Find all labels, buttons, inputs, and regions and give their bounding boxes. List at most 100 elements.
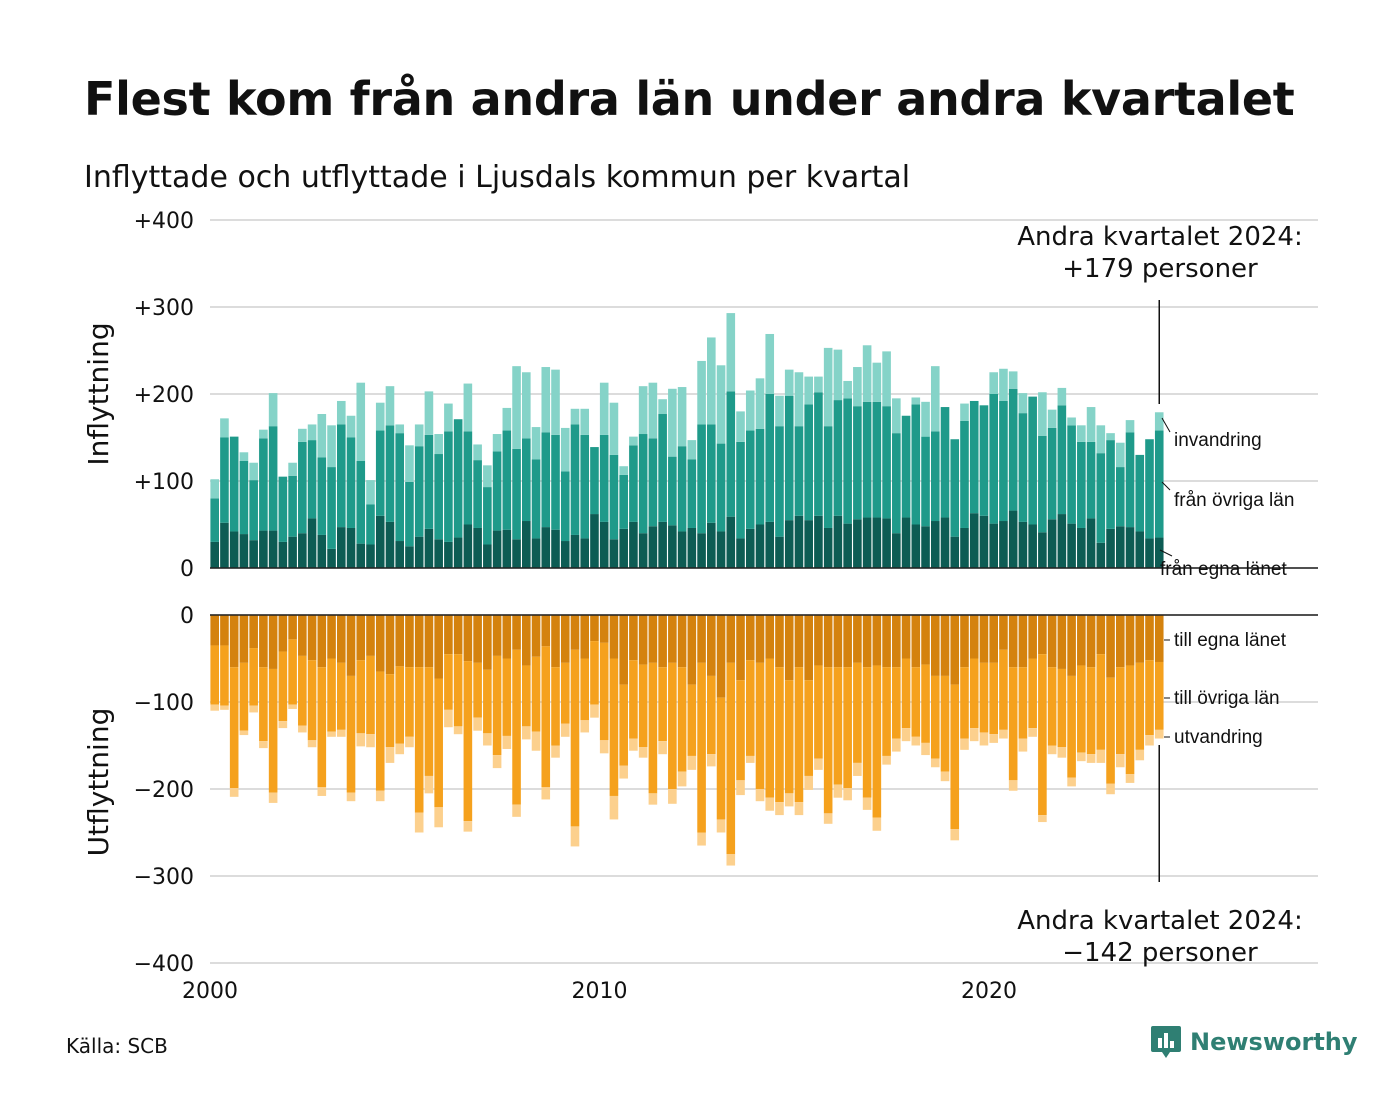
inflow-bar-segment: [765, 521, 775, 568]
inflow-bar-segment: [1154, 430, 1164, 538]
inflow-bar-segment: [658, 521, 667, 568]
outflow-bar-segment: [414, 615, 424, 668]
inflow-bar-segment: [794, 372, 804, 427]
outflow-bar-segment: [366, 734, 375, 748]
series-label: till övriga län: [1174, 688, 1280, 709]
outflow-bar-segment: [716, 697, 726, 820]
outflow-bar-segment: [658, 741, 667, 755]
outflow-bar-segment: [463, 821, 473, 832]
outflow-bar-segment: [619, 684, 628, 766]
inflow-bar-segment: [629, 521, 638, 568]
inflow-bar-segment: [999, 521, 1008, 568]
outflow-bar-segment: [512, 649, 521, 805]
y-tick-label-inflow: +200: [134, 383, 194, 408]
outflow-bar-segment: [570, 826, 580, 847]
inflow-bar-segment: [424, 391, 434, 435]
inflow-bar-segment: [1115, 526, 1125, 568]
inflow-bar-segment: [522, 372, 531, 439]
outflow-bar-segment: [229, 615, 239, 668]
outflow-bar-segment: [239, 730, 249, 736]
outflow-bar-segment: [911, 615, 921, 668]
outflow-bar-segment: [385, 747, 395, 763]
inflow-bar-segment: [1125, 432, 1135, 528]
outflow-bar-segment: [590, 615, 599, 642]
outflow-bar-segment: [901, 615, 911, 659]
inflow-bar-segment: [853, 406, 862, 520]
inflow-bar-segment: [560, 541, 570, 568]
outflow-bar-segment: [697, 615, 706, 663]
outflow-bar-segment: [755, 615, 765, 663]
outflow-bar-segment: [833, 784, 843, 798]
inflow-bar-segment: [979, 405, 989, 516]
inflow-bar-segment: [960, 420, 969, 528]
outflow-bar-segment: [930, 675, 940, 759]
inflow-bar-segment: [697, 424, 706, 534]
inflow-bar-segment: [424, 528, 434, 568]
inflow-bar-segment: [969, 400, 979, 514]
outflow-bar-segment: [531, 656, 541, 732]
inflow-bar-segment: [1008, 388, 1018, 511]
outflow-bar-segment: [278, 721, 288, 729]
inflow-bar-segment: [775, 536, 784, 568]
inflow-bar-segment: [580, 434, 590, 539]
outflow-bar-segment: [999, 729, 1008, 739]
inflow-bar-segment: [395, 541, 405, 568]
inflow-bar-segment: [843, 398, 852, 524]
outflow-bar-segment: [940, 771, 950, 782]
outflow-bar-segment: [638, 747, 648, 758]
inflow-bar-segment: [784, 395, 794, 521]
outflow-bar-segment: [726, 854, 736, 866]
inflow-bar-segment: [317, 534, 327, 568]
outflow-bar-segment: [580, 720, 590, 733]
inflow-bar-segment: [638, 434, 648, 534]
outflow-bar-segment: [453, 726, 463, 735]
inflow-bar-segment: [833, 349, 843, 401]
inflow-bar-segment: [1067, 417, 1076, 426]
outflow-bar-segment: [405, 736, 414, 748]
inflow-bar-segment: [210, 479, 219, 499]
outflow-bar-segment: [385, 615, 395, 675]
outflow-bar-segment: [453, 615, 463, 655]
inflow-bar-segment: [414, 536, 424, 568]
inflow-bar-segment: [405, 445, 414, 482]
outflow-bar-segment: [930, 615, 940, 676]
inflow-bar-segment: [366, 544, 375, 568]
inflow-bar-segment: [1145, 538, 1154, 568]
brand[interactable]: Newsworthy: [1150, 1024, 1358, 1060]
outflow-bar-segment: [346, 615, 356, 676]
inflow-bar-segment: [1086, 407, 1096, 442]
inflow-bar-segment: [483, 487, 492, 545]
outflow-bar-segment: [794, 615, 804, 668]
outflow-bar-segment: [1096, 615, 1106, 655]
outflow-bar-segment: [677, 615, 687, 668]
outflow-bar-segment: [1135, 662, 1145, 750]
inflow-bar-segment: [950, 439, 960, 537]
inflow-bar-segment: [668, 525, 677, 568]
outflow-bar-segment: [911, 736, 921, 746]
inflow-bar-segment: [405, 481, 414, 547]
inflow-bar-segment: [979, 515, 989, 568]
outflow-bar-segment: [356, 733, 366, 747]
inflow-bar-segment: [385, 521, 395, 568]
outflow-bar-segment: [658, 615, 667, 668]
series-label: invandring: [1174, 430, 1262, 451]
x-tick-label: 2020: [961, 979, 1017, 1004]
outflow-bar-segment: [483, 733, 492, 746]
inflow-bar-segment: [268, 393, 278, 427]
outflow-bar-segment: [307, 740, 317, 748]
y-tick-label-outflow: −100: [134, 691, 194, 716]
inflow-bar-segment: [1067, 523, 1076, 568]
outflow-bar-segment: [1154, 729, 1164, 739]
inflow-bar-segment: [736, 441, 745, 539]
inflow-bar-segment: [249, 540, 258, 568]
inflow-bar-segment: [658, 414, 667, 522]
outflow-bar-segment: [541, 787, 551, 800]
inflow-bar-segment: [560, 427, 570, 472]
inflow-bar-segment: [1115, 442, 1125, 468]
outflow-bar-segment: [999, 649, 1008, 730]
outflow-bar-segment: [823, 667, 833, 814]
brand-name: Newsworthy: [1190, 1028, 1358, 1056]
inflow-bar-segment: [599, 382, 609, 435]
inflow-bar-segment: [249, 480, 258, 541]
outflow-bar-segment: [745, 755, 755, 763]
